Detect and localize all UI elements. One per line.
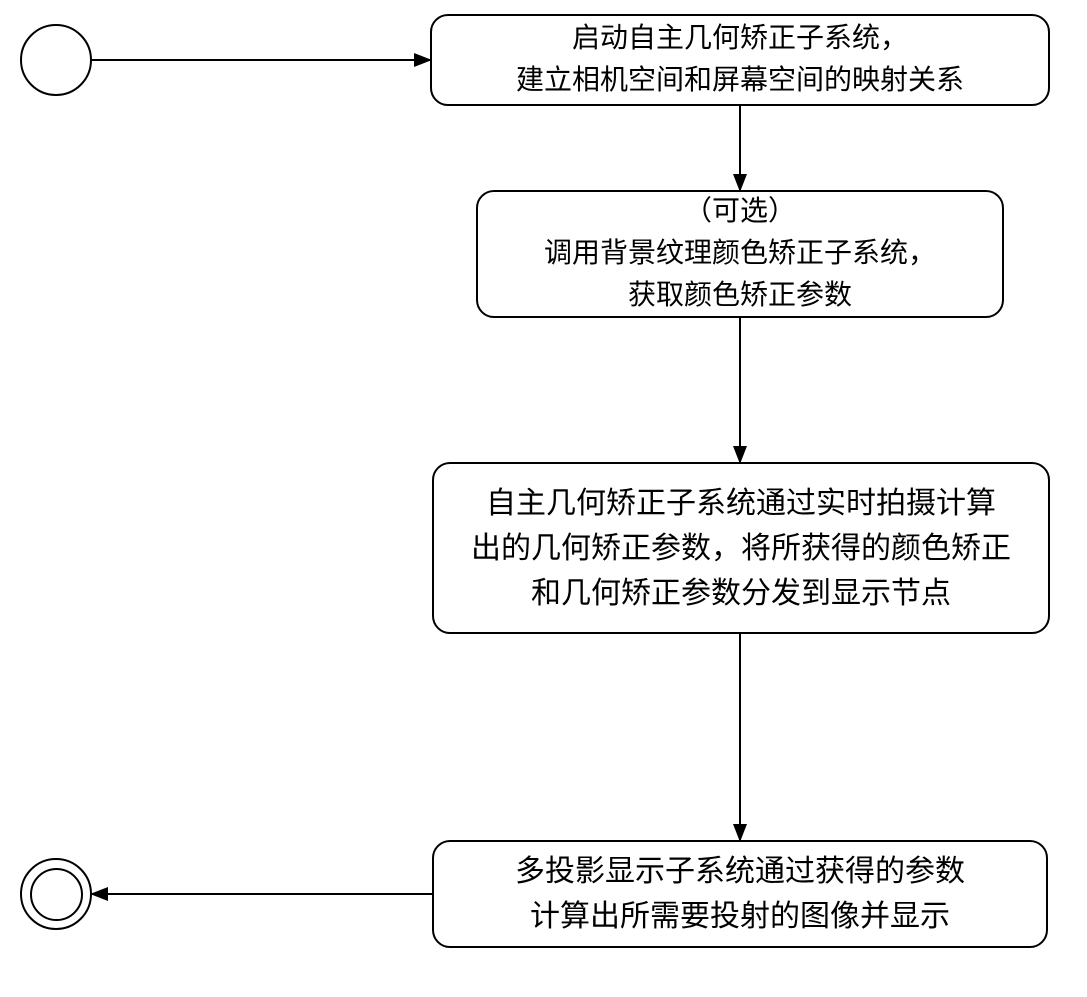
step2-line1: （可选） [684,191,796,233]
start-node [20,24,92,96]
step4-box: 多投影显示子系统通过获得的参数 计算出所需要投射的图像并显示 [432,840,1048,948]
end-node [20,858,92,930]
step2-box: （可选） 调用背景纹理颜色矫正子系统， 获取颜色矫正参数 [476,190,1004,318]
step2-line3: 获取颜色矫正参数 [628,275,852,317]
step3-line3: 和几何矫正参数分发到显示节点 [531,571,951,616]
step4-line2: 计算出所需要投射的图像并显示 [530,894,950,939]
step1-line2: 建立相机空间和屏幕空间的映射关系 [516,60,964,102]
step1-line1: 启动自主几何矫正子系统， [572,18,908,60]
step3-box: 自主几何矫正子系统通过实时拍摄计算 出的几何矫正参数，将所获得的颜色矫正 和几何… [432,462,1050,634]
step2-line2: 调用背景纹理颜色矫正子系统， [544,233,936,275]
step4-line1: 多投影显示子系统通过获得的参数 [515,849,965,894]
step1-box: 启动自主几何矫正子系统， 建立相机空间和屏幕空间的映射关系 [430,14,1050,106]
step3-line1: 自主几何矫正子系统通过实时拍摄计算 [486,481,996,526]
step3-line2: 出的几何矫正参数，将所获得的颜色矫正 [471,526,1011,571]
